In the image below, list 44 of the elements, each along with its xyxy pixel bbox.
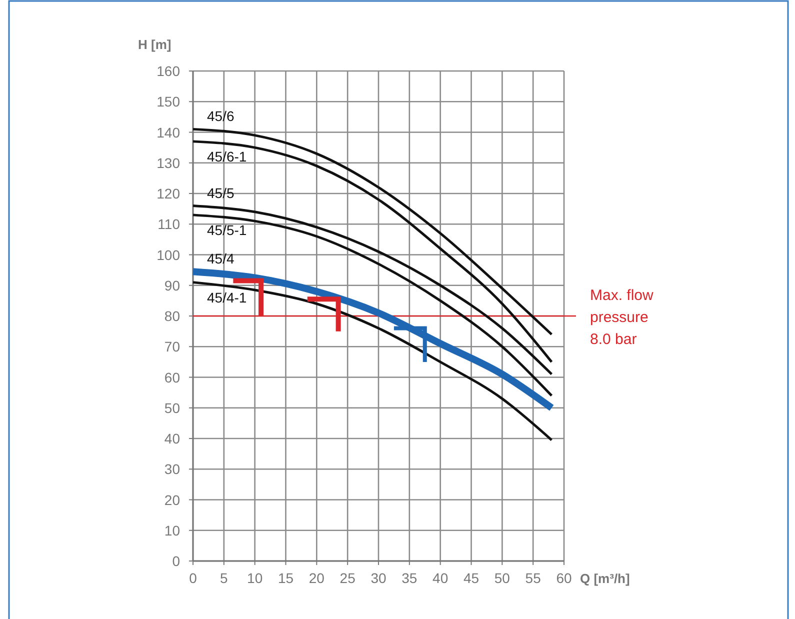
line-series	[192, 214, 553, 397]
y-tick-label: 90	[164, 277, 180, 294]
line-series	[192, 140, 553, 364]
y-tick-label: 160	[156, 63, 180, 79]
series-label: 45/4-1	[207, 289, 247, 306]
y-tick-label: 130	[156, 154, 180, 171]
y-tick-label: 50	[164, 400, 180, 416]
line-series	[192, 204, 553, 376]
x-tick-label: 40	[432, 570, 448, 586]
x-axis-title: Q [m³/h]	[580, 571, 630, 586]
series-label: 45/5	[207, 184, 234, 201]
y-axis-title: H [m]	[138, 37, 172, 52]
y-tick-label: 110	[158, 216, 180, 232]
x-tick-label: 60	[556, 570, 572, 586]
y-tick-label: 150	[156, 94, 180, 110]
line-series	[192, 281, 553, 442]
y-tick-label: 0	[172, 553, 180, 569]
y-tick-label: 80	[164, 308, 180, 324]
y-tick-label: 100	[156, 246, 180, 263]
x-tick-label: 10	[247, 570, 263, 586]
y-tick-label: 10	[164, 522, 180, 538]
series-label: 45/6	[207, 108, 234, 124]
x-tick-label: 25	[340, 570, 356, 586]
y-tick-label: 30	[164, 461, 180, 478]
x-tick-label: 5	[220, 570, 228, 586]
y-tick-label: 60	[164, 369, 180, 386]
x-tick-label: 45	[463, 570, 480, 586]
x-tick-label: 50	[494, 570, 510, 586]
x-tick-label: 20	[308, 570, 325, 586]
line-series	[192, 128, 553, 336]
y-tick-label: 120	[156, 186, 180, 202]
series-label: 45/4	[207, 250, 234, 267]
series-label: 45/5-1	[207, 222, 247, 238]
y-tick-label: 20	[164, 492, 180, 508]
y-tick-label: 70	[164, 338, 180, 355]
y-tick-label: 40	[164, 430, 180, 446]
ref-line-label: Max. flow pressure 8.0 bar	[590, 287, 654, 348]
y-tick-label: 140	[156, 124, 180, 140]
series-label: 45/6-1	[207, 148, 247, 164]
x-tick-label: 30	[370, 570, 386, 586]
x-tick-label: 35	[402, 570, 418, 586]
x-tick-label: 15	[278, 570, 294, 586]
x-tick-label: 55	[525, 570, 542, 586]
x-tick-label: 0	[189, 570, 198, 586]
